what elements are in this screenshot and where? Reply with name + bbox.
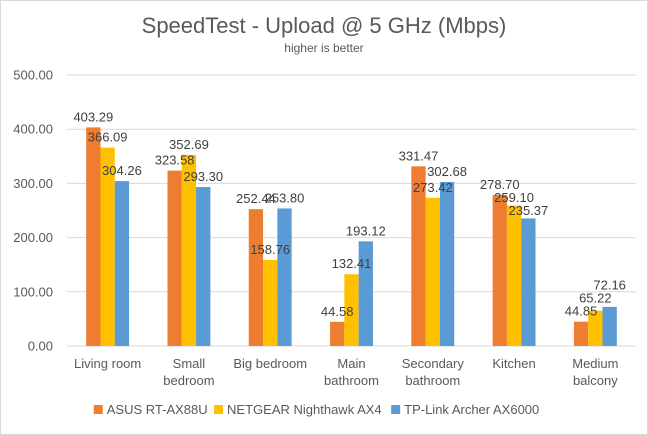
y-axis: 0.00 100.00 200.00 300.00 400.00 500.00 [13,68,53,354]
x-tick-label: balcony [573,373,618,388]
legend-swatch [391,405,401,414]
legend-swatch [93,405,103,414]
data-label: 273.42 [413,180,453,195]
x-tick-label: Kitchen [492,356,535,371]
bar [588,310,603,346]
bar [425,197,440,346]
gridlines [67,74,636,347]
data-label: 235.37 [508,203,548,218]
bar [196,187,211,346]
y-tick-label: 300.00 [13,176,53,191]
bar [521,218,536,346]
y-tick-label: 0.00 [28,339,53,354]
data-label: 44.85 [565,304,598,319]
bar [86,127,101,346]
bar [181,154,197,346]
data-label: 323.58 [155,153,195,168]
data-label: 44.58 [321,304,354,319]
x-tick-label: bathroom [324,373,379,388]
data-label: 278.70 [480,177,520,192]
bars [86,127,617,346]
x-tick-label: bathroom [405,373,460,388]
legend: ASUS RT-AX88U NETGEAR Nighthawk AX4 TP-Lin… [93,402,539,417]
data-label: 65.22 [579,291,612,306]
bar [573,321,589,346]
x-axis: Living room Small bedroom Big bedroom Main ba… [74,356,618,388]
y-tick-label: 100.00 [13,284,53,299]
bar [492,194,507,346]
legend-label: TP-Link Archer AX6000 [404,402,539,417]
data-label: 259.10 [494,190,534,205]
x-tick-label: Medium [572,356,618,371]
bar [602,306,617,346]
data-label: 352.69 [169,137,209,152]
x-tick-label: Main [337,356,365,371]
data-label: 253.80 [265,190,305,205]
bar [263,259,278,346]
data-label: 302.68 [427,164,467,179]
bar [248,209,264,346]
data-label: 304.26 [102,163,142,178]
bar [114,181,130,346]
chart-title: SpeedTest - Upload @ 5 GHz (Mbps) [142,13,507,38]
x-tick-label: Living room [74,356,141,371]
bar [344,274,359,346]
data-label: 193.12 [346,223,386,238]
data-label: 72.16 [593,278,626,293]
legend-label: NETGEAR Nighthawk AX4 [227,402,382,417]
bar [506,205,522,346]
x-tick-label: Big bedroom [233,356,307,371]
y-tick-label: 200.00 [13,230,53,245]
x-tick-label: Small [173,356,206,371]
bar [167,170,182,346]
y-tick-label: 400.00 [13,122,53,137]
bar [100,147,115,346]
legend-label: ASUS RT-AX88U [107,402,208,417]
data-label: 293.30 [183,169,223,184]
y-tick-label: 500.00 [13,68,53,83]
data-label: 366.09 [88,130,128,145]
data-label: 331.47 [399,148,439,163]
data-label: 403.29 [73,109,113,124]
data-label: 252.44 [236,191,276,206]
chart-subtitle: higher is better [284,41,363,55]
data-label: 158.76 [250,242,290,257]
bar [330,321,345,346]
bar [358,241,373,346]
legend-swatch [214,405,224,414]
bar [411,166,426,346]
bar [439,181,455,346]
x-tick-label: bedroom [163,373,214,388]
x-tick-label: Secondary [402,356,465,371]
data-label: 132.41 [332,256,372,271]
bar [277,208,292,346]
